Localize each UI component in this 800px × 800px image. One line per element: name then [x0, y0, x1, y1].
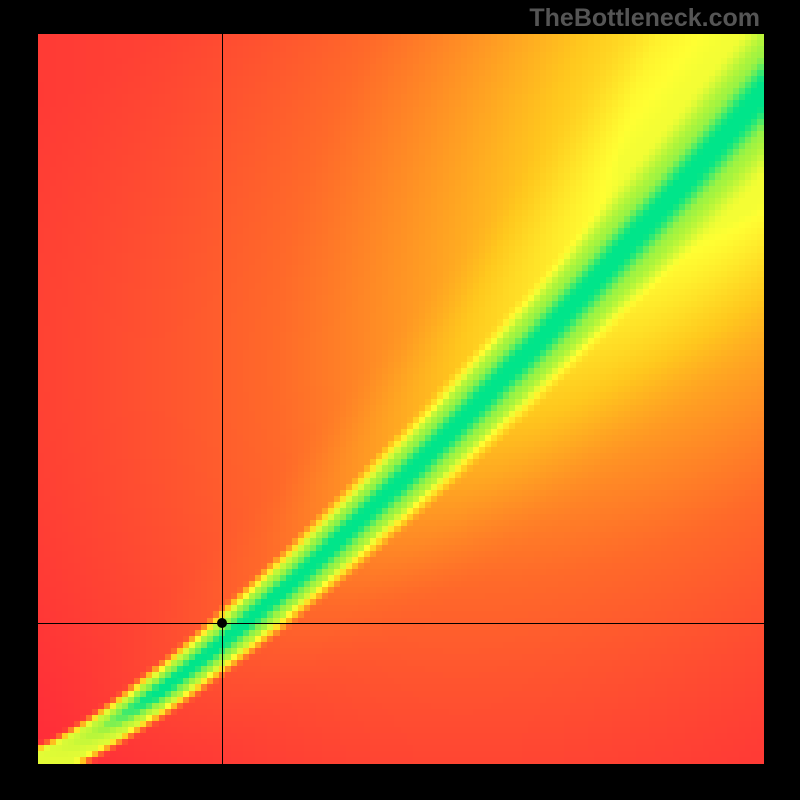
- bottleneck-heatmap: [38, 34, 764, 764]
- watermark-text: TheBottleneck.com: [529, 4, 760, 33]
- chart-container: TheBottleneck.com: [0, 0, 800, 800]
- crosshair-vertical: [222, 34, 223, 764]
- crosshair-marker: [217, 618, 227, 628]
- crosshair-horizontal: [38, 623, 764, 624]
